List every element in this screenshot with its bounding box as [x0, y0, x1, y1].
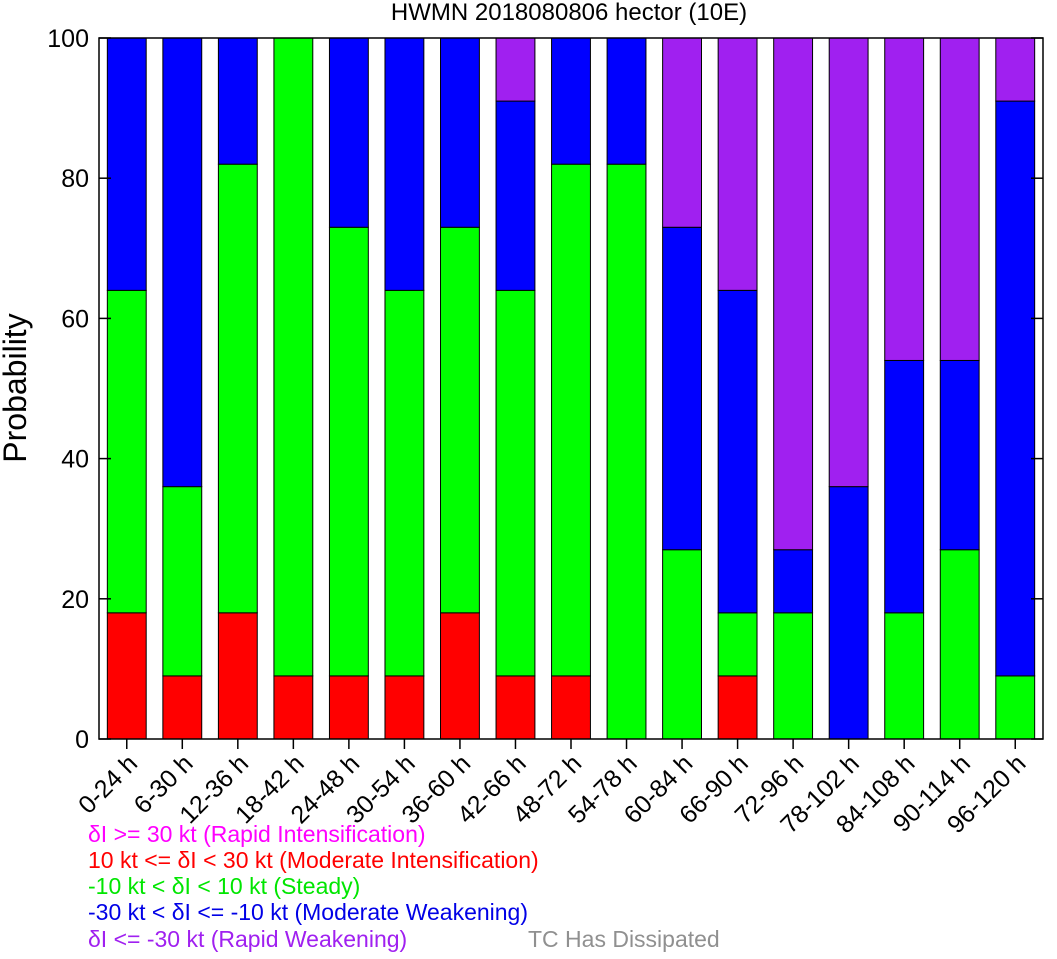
bar-segment-steady-15	[939, 549, 980, 740]
y-tick-label-2: 40	[61, 446, 89, 474]
bar-segment-mod_int-11	[717, 675, 758, 740]
bar-segment-mod_weak-5	[384, 37, 425, 291]
bar-segment-mod_int-6	[440, 612, 480, 740]
bar-segment-mod_weak-10	[662, 226, 702, 551]
bar-segment-mod_int-5	[384, 675, 425, 740]
bar-segment-mod_weak-11	[717, 289, 758, 614]
bars-layer	[106, 37, 1036, 740]
bar-segment-mod_int-2	[217, 612, 258, 740]
bar-segment-rapid_weak-12	[773, 37, 814, 551]
bar-segment-mod_int-3	[273, 675, 314, 740]
bar-segment-mod_weak-15	[939, 359, 980, 551]
bar-segment-steady-7	[495, 289, 536, 677]
bar-segment-steady-8	[551, 163, 591, 677]
bar-segment-steady-1	[162, 486, 203, 677]
y-tick-label-1: 20	[61, 586, 89, 614]
legend-entry-2: -10 kt < δI < 10 kt (Steady)	[88, 873, 360, 899]
bar-segment-steady-5	[384, 289, 425, 677]
bar-segment-rapid_weak-10	[662, 37, 702, 228]
bar-segment-mod_int-0	[106, 612, 147, 740]
x-tick-label-0: 0-24 h	[73, 749, 143, 819]
bar-segment-steady-4	[328, 226, 369, 677]
bar-segment-steady-10	[662, 549, 702, 740]
bar-segment-mod_weak-8	[551, 37, 591, 165]
bar-segment-mod_weak-12	[773, 549, 814, 614]
bar-segment-mod_int-7	[495, 675, 536, 740]
bar-segment-steady-12	[773, 612, 814, 740]
bar-segment-steady-2	[217, 163, 258, 614]
legend-entry-4: δI <= -30 kt (Rapid Weakening)	[88, 926, 407, 952]
y-axis-label: Probability	[0, 313, 33, 462]
bar-segment-mod_int-4	[328, 675, 369, 740]
bar-segment-mod_weak-14	[884, 359, 925, 614]
chart-title: HWMN 2018080806 hector (10E)	[391, 0, 747, 26]
bar-segment-mod_weak-2	[217, 37, 258, 165]
bar-segment-mod_weak-13	[828, 486, 869, 740]
bar-segment-rapid_weak-14	[884, 37, 925, 361]
bar-segment-mod_weak-7	[495, 100, 536, 291]
y-tick-label-4: 80	[61, 165, 89, 193]
bar-segment-rapid_weak-7	[495, 37, 536, 102]
bar-segment-steady-11	[717, 612, 758, 677]
legend: δI >= 30 kt (Rapid Intensification)10 kt…	[88, 821, 720, 952]
legend-entry-1: 10 kt <= δI < 30 kt (Moderate Intensific…	[88, 847, 539, 873]
legend-entry-3: -30 kt < δI <= -10 kt (Moderate Weakenin…	[88, 899, 528, 925]
bar-segment-mod_weak-4	[328, 37, 369, 228]
bar-segment-steady-9	[606, 163, 647, 740]
bar-segment-mod_int-8	[551, 675, 591, 740]
bar-segment-steady-0	[106, 289, 147, 614]
y-tick-label-3: 60	[61, 305, 89, 333]
bar-segment-mod_weak-0	[106, 37, 147, 291]
legend-entry-5: TC Has Dissipated	[528, 926, 720, 952]
bar-segment-steady-3	[273, 37, 314, 677]
bar-segment-mod_weak-9	[606, 37, 647, 165]
y-tick-label-0: 0	[75, 726, 89, 754]
bar-segment-steady-16	[995, 675, 1036, 740]
bar-segment-mod_weak-6	[440, 37, 480, 228]
bar-segment-steady-14	[884, 612, 925, 740]
bar-segment-steady-6	[440, 226, 480, 614]
bar-segment-mod_weak-1	[162, 37, 203, 488]
bar-segment-rapid_weak-11	[717, 37, 758, 291]
bar-segment-rapid_weak-15	[939, 37, 980, 361]
bar-segment-rapid_weak-16	[995, 37, 1036, 102]
legend-entry-0: δI >= 30 kt (Rapid Intensification)	[88, 821, 426, 847]
bar-segment-mod_int-1	[162, 675, 203, 740]
bar-segment-mod_weak-16	[995, 100, 1036, 677]
y-tick-label-5: 100	[47, 25, 89, 53]
bar-segment-rapid_weak-13	[828, 37, 869, 488]
